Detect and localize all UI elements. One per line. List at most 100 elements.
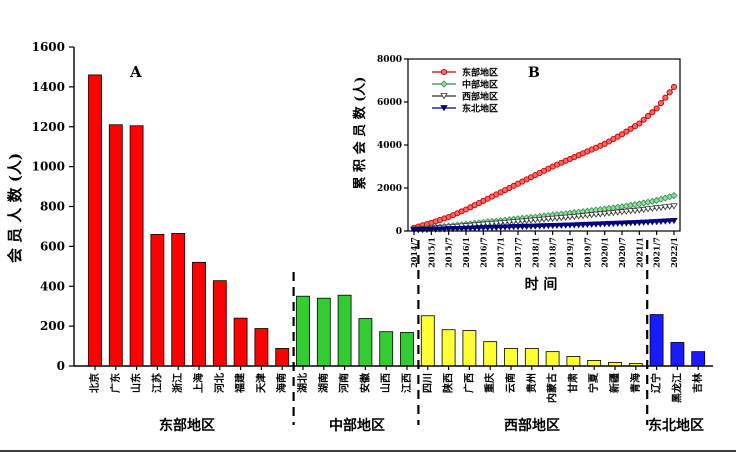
line-point bbox=[670, 203, 678, 210]
inset-x-tick-label: 2018/1 bbox=[530, 237, 540, 268]
inset-x-tick-label: 2021/7 bbox=[652, 237, 662, 268]
legend-label: 东部地区 bbox=[462, 67, 498, 79]
bar bbox=[649, 314, 664, 367]
line-point bbox=[548, 215, 557, 223]
region-group-label: 中部地区 bbox=[329, 417, 385, 434]
line-point bbox=[618, 220, 626, 227]
inset-y-axis-label: 累 积 会 员 数 (人) bbox=[352, 77, 368, 190]
line-point bbox=[488, 221, 496, 228]
main-x-tick-label: 海南 bbox=[275, 373, 288, 393]
line-point bbox=[531, 217, 540, 224]
line-point bbox=[657, 100, 665, 107]
main-x-tick-label: 青海 bbox=[629, 373, 642, 393]
inset-y-tick-label: 6000 bbox=[377, 98, 402, 108]
bar bbox=[566, 356, 581, 367]
main-y-axis-label: 会 员 人 数 (人) bbox=[6, 153, 24, 263]
line-point bbox=[640, 116, 647, 123]
bar bbox=[254, 328, 269, 367]
line-point bbox=[518, 218, 527, 225]
line-point bbox=[535, 223, 544, 230]
region-group-label: 东部地区 bbox=[159, 417, 215, 434]
inset-x-ticks: 2014/7 2015/1 2015/7 2016/1 2016/7 2017/1 2017… bbox=[409, 231, 679, 268]
line-point bbox=[631, 123, 639, 130]
line-point bbox=[639, 206, 648, 214]
inset-y-tick-label: 2000 bbox=[377, 184, 402, 194]
line-point bbox=[661, 204, 670, 211]
line-point bbox=[670, 217, 678, 225]
bar bbox=[483, 341, 498, 367]
bar bbox=[462, 330, 477, 367]
line-point bbox=[622, 208, 631, 215]
line-point bbox=[557, 215, 566, 222]
bar bbox=[316, 297, 331, 367]
main-y-ticks: 0 200 400 600 800 1000 1200 1400 1600 bbox=[32, 40, 74, 373]
line-point bbox=[661, 218, 670, 225]
line-point bbox=[453, 225, 462, 233]
line-point bbox=[561, 214, 570, 221]
bar bbox=[545, 351, 560, 367]
inset-x-tick-label: 2016/7 bbox=[478, 237, 488, 268]
line-point bbox=[414, 227, 423, 234]
line-point bbox=[613, 209, 622, 216]
line-point bbox=[479, 225, 488, 232]
line-point bbox=[479, 221, 488, 228]
bar bbox=[150, 234, 165, 367]
line-point bbox=[600, 221, 609, 228]
bar bbox=[670, 342, 685, 367]
line-point bbox=[618, 131, 626, 138]
bar bbox=[379, 331, 394, 367]
line-point bbox=[449, 226, 457, 233]
main-x-tick-labels: 北京 广东 山东 江苏 浙江 上海 河北 福建 天津 海南 湖北 湖南 河南 安徽 山西 江西 四川 陕西 广西 重庆… bbox=[88, 366, 704, 403]
panel-label-b: B bbox=[528, 65, 540, 81]
line-point bbox=[600, 210, 609, 218]
main-y-tick-label: 400 bbox=[40, 279, 65, 293]
bar bbox=[504, 348, 518, 367]
bar bbox=[275, 348, 290, 367]
line-point bbox=[531, 223, 540, 230]
line-point bbox=[553, 222, 561, 230]
line-point bbox=[566, 214, 574, 221]
region-dividers bbox=[292, 240, 649, 425]
bar bbox=[400, 332, 414, 367]
line-point bbox=[440, 68, 448, 76]
main-x-tick-label: 浙江 bbox=[171, 373, 184, 393]
main-x-tick-label: 广西 bbox=[462, 373, 475, 393]
line-point bbox=[496, 220, 505, 227]
line-point bbox=[509, 224, 518, 231]
line-point bbox=[548, 222, 557, 230]
bar bbox=[171, 233, 186, 367]
line-point bbox=[574, 213, 583, 220]
line-point bbox=[649, 109, 656, 116]
line-point bbox=[444, 226, 453, 233]
region-group-labels: 东部地区 中部地区 西部地区 东北地区 bbox=[159, 417, 704, 434]
inset-x-tick-label: 2015/7 bbox=[444, 237, 454, 268]
line-point bbox=[483, 224, 492, 232]
line-point bbox=[636, 120, 643, 127]
bar bbox=[108, 124, 123, 367]
line-point bbox=[592, 211, 600, 218]
line-point bbox=[622, 220, 631, 227]
line-point bbox=[483, 221, 492, 228]
line-point bbox=[570, 213, 579, 221]
line-point bbox=[431, 226, 440, 233]
bar bbox=[587, 360, 602, 367]
inset-y-ticks: 0 2000 4000 6000 8000 bbox=[377, 55, 408, 237]
line-point bbox=[540, 216, 548, 223]
main-y-tick-label: 800 bbox=[40, 200, 65, 214]
line-point bbox=[596, 221, 605, 228]
main-x-tick-label: 甘肃 bbox=[566, 373, 579, 393]
line-point bbox=[574, 222, 583, 229]
line-point bbox=[635, 207, 644, 214]
inset-line-chart: B 累 积 会 员 数 (人) 时 间 0 2000 4000 6000 8000 20… bbox=[352, 50, 690, 293]
line-point bbox=[462, 225, 470, 232]
line-point bbox=[522, 218, 531, 225]
line-point bbox=[652, 205, 661, 212]
line-point bbox=[488, 224, 496, 232]
line-point bbox=[631, 220, 639, 227]
bar bbox=[420, 315, 435, 367]
main-x-tick-label: 宁夏 bbox=[587, 372, 600, 393]
bar bbox=[212, 280, 227, 367]
line-point bbox=[535, 216, 544, 224]
main-x-tick-label: 安徽 bbox=[358, 372, 371, 393]
line-point bbox=[505, 219, 514, 226]
